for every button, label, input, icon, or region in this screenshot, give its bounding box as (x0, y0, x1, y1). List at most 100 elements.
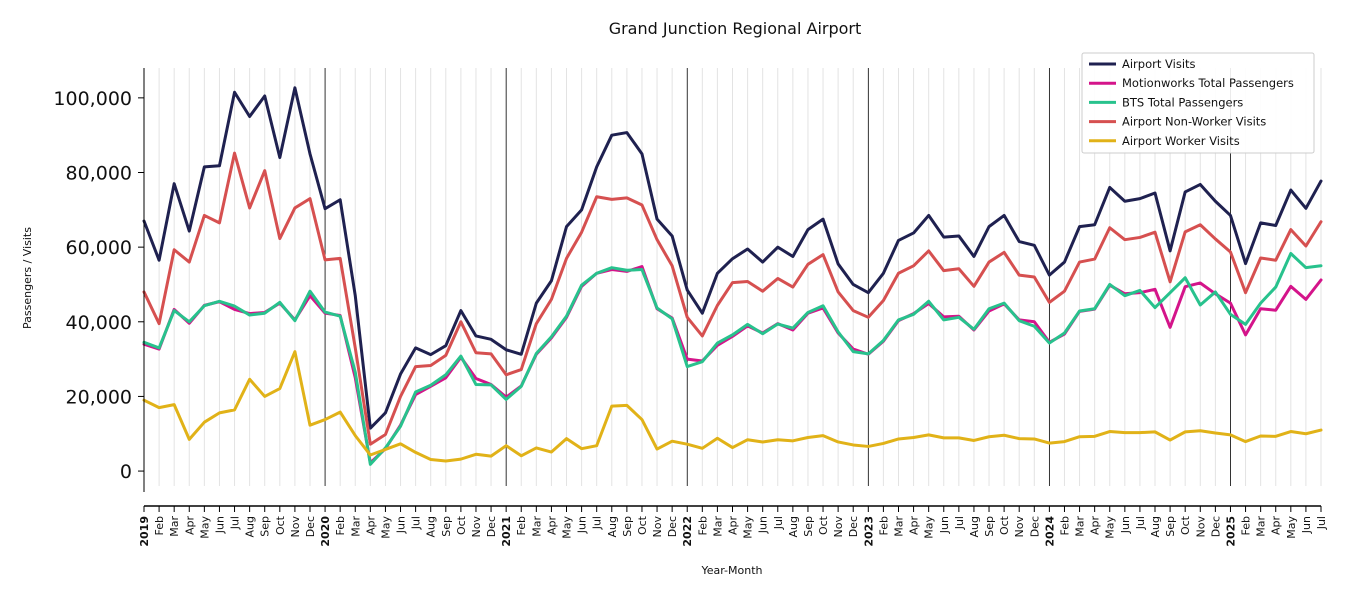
x-tick-label: 2023 (862, 516, 875, 547)
x-tick-label: Jun (938, 516, 951, 534)
x-tick-label: Apr (1089, 516, 1102, 536)
x-tick-label: Apr (727, 516, 740, 536)
x-tick-label: Dec (304, 516, 317, 537)
x-tick-label: Oct (998, 515, 1011, 535)
legend-label: Airport Worker Visits (1122, 134, 1240, 148)
x-tick-label: Dec (847, 516, 860, 537)
x-tick-label: Dec (1028, 516, 1041, 537)
x-tick-label: Jul (410, 516, 423, 530)
x-tick-label: Aug (606, 516, 619, 537)
x-axis-label: Year-Month (700, 564, 762, 577)
x-tick-label: Aug (244, 516, 257, 537)
x-tick-label: Apr (364, 516, 377, 536)
grid-lines (158, 68, 1322, 486)
x-tick-label: Jun (213, 516, 226, 534)
x-tick-label: Jun (1119, 516, 1132, 534)
x-tick-label: Jul (229, 516, 242, 530)
x-tick-label: Nov (1194, 516, 1207, 538)
legend: Airport Visits Motionworks Total Passenge… (1081, 52, 1315, 154)
legend-box (1081, 52, 1315, 154)
x-tick-label: May (923, 516, 936, 539)
x-tick-label: Mar (711, 516, 724, 537)
series-lines (142, 86, 1323, 466)
x-tick-label: Apr (1270, 516, 1283, 536)
x-tick-label: Nov (470, 516, 483, 538)
x-tick-label: Sep (259, 516, 272, 537)
x-tick-label: Sep (802, 516, 815, 537)
x-tick-label: Feb (877, 516, 890, 535)
y-tick-label: 100,000 (53, 88, 132, 110)
x-tick-label: Jul (1315, 516, 1328, 530)
x-tick-label: Aug (425, 516, 438, 537)
x-tick-label: 2024 (1043, 516, 1056, 547)
x-tick-label: Dec (1209, 516, 1222, 537)
series-line-bts-total-passengers (142, 251, 1323, 466)
x-tick-label: Dec (485, 516, 498, 537)
y-axis-label: Passengers / Visits (21, 227, 34, 329)
x-tick-label: 2022 (681, 516, 694, 547)
x-tick-label: Oct (636, 515, 649, 535)
legend-items: Airport Visits Motionworks Total Passenge… (1089, 57, 1294, 148)
x-tick-label: May (1285, 516, 1298, 539)
x-tick-label: Feb (1058, 516, 1071, 535)
x-tick-label: Oct (455, 515, 468, 535)
legend-label: Airport Non-Worker Visits (1122, 115, 1266, 129)
legend-label: Motionworks Total Passengers (1122, 76, 1294, 90)
x-tick-label: Dec (666, 516, 679, 537)
x-tick-label: Oct (274, 515, 287, 535)
series-line-airport-non-worker-visits (142, 151, 1323, 446)
x-tick-label: Jun (1300, 516, 1313, 534)
x-tick-label: Nov (1013, 516, 1026, 538)
x-tick-label: Mar (168, 516, 181, 537)
x-tick-label: May (1104, 516, 1117, 539)
x-tick-label: 2021 (500, 516, 513, 547)
x-tick-label: Aug (787, 516, 800, 537)
x-tick-label: Mar (1074, 516, 1087, 537)
series-line-airport-worker-visits (142, 350, 1323, 463)
x-tick-label: Feb (515, 516, 528, 535)
x-tick-label: May (198, 516, 211, 539)
x-tick-label: Sep (1164, 516, 1177, 537)
x-tick-label: May (742, 516, 755, 539)
x-tick-label: Nov (832, 516, 845, 538)
x-tick-label: Mar (1255, 516, 1268, 537)
y-tick-label: 80,000 (66, 163, 132, 185)
legend-label: Airport Visits (1122, 57, 1196, 71)
x-tick-label: Feb (696, 516, 709, 535)
x-tick-label: Aug (968, 516, 981, 537)
x-tick-label: Feb (153, 516, 166, 535)
x-tick-label: Nov (651, 516, 664, 538)
x-tick-label: Mar (530, 516, 543, 537)
x-tick-label: Apr (545, 516, 558, 536)
x-tick-label: Sep (983, 516, 996, 537)
x-tick-label: Jul (591, 516, 604, 530)
series-line-airport-visits (142, 86, 1323, 430)
x-tick-label: Sep (621, 516, 634, 537)
x-tick-label: Oct (1179, 515, 1192, 535)
x-tick-label: 2019 (138, 516, 151, 547)
x-tick-label: Jun (757, 516, 770, 534)
x-tick-label: Feb (1240, 516, 1253, 535)
x-tick-label: Mar (892, 516, 905, 537)
x-tick-label: Oct (817, 515, 830, 535)
x-tick-label: May (561, 516, 574, 539)
x-tick-label: 2025 (1224, 516, 1237, 547)
x-tick-label: Jun (576, 516, 589, 534)
x-tick-label: Mar (349, 516, 362, 537)
y-tick-label: 40,000 (66, 312, 132, 334)
y-tick-label: 0 (120, 461, 132, 483)
x-tick-label: Jul (772, 516, 785, 530)
legend-label: BTS Total Passengers (1122, 95, 1243, 109)
x-tick-label: Sep (440, 516, 453, 537)
x-tick-label: Apr (908, 516, 921, 536)
x-tick-label: Jun (395, 516, 408, 534)
chart-title: Grand Junction Regional Airport (609, 19, 862, 38)
y-tick-label: 20,000 (66, 386, 132, 408)
x-tick-label: 2020 (319, 516, 332, 547)
x-tick-label: Apr (183, 516, 196, 536)
x-tick-label: Jul (1134, 516, 1147, 530)
x-tick-label: Aug (1149, 516, 1162, 537)
x-tick-label: Nov (289, 516, 302, 538)
